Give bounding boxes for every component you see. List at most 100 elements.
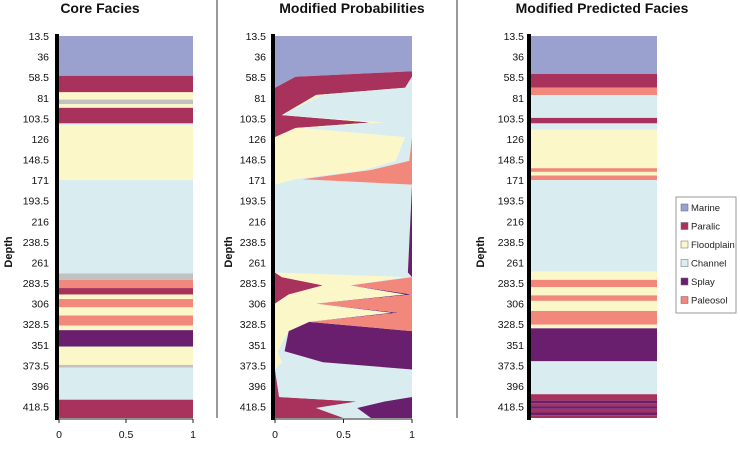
facies-band-pred-18 bbox=[531, 328, 657, 362]
y-tick-label-prob-2: 58.5 bbox=[246, 72, 267, 84]
y-tick-label-prob-16: 373.5 bbox=[240, 360, 266, 372]
y-tick-label-core-3: 81 bbox=[37, 93, 49, 105]
y-tick-label-pred-0: 13.5 bbox=[504, 31, 525, 43]
facies-band-pred-9 bbox=[531, 175, 657, 181]
x-tick-label-prob-0: 0 bbox=[272, 429, 278, 441]
facies-band-core-18 bbox=[59, 346, 193, 365]
facies-band-core-20 bbox=[59, 367, 193, 400]
y-tick-label-core-8: 193.5 bbox=[23, 196, 49, 208]
x-tick-label-core-2: 1 bbox=[190, 429, 196, 441]
y-tick-label-core-10: 238.5 bbox=[23, 237, 49, 249]
y-tick-label-core-13: 306 bbox=[31, 299, 49, 311]
y-tick-label-core-16: 373.5 bbox=[23, 360, 49, 372]
y-tick-label-prob-1: 36 bbox=[254, 52, 266, 64]
y-tick-label-pred-14: 328.5 bbox=[498, 319, 524, 331]
y-tick-label-core-6: 148.5 bbox=[23, 155, 49, 167]
legend-swatch-channel bbox=[680, 259, 689, 267]
facies-band-pred-21 bbox=[531, 400, 657, 404]
facies-band-core-14 bbox=[59, 307, 193, 316]
facies-band-pred-20 bbox=[531, 394, 657, 401]
x-tick-label-core-1: 0.5 bbox=[119, 429, 134, 441]
prob-area-paleosol bbox=[302, 36, 412, 418]
facies-band-pred-16 bbox=[531, 310, 657, 325]
y-tick-label-pred-5: 126 bbox=[506, 134, 524, 146]
y-tick-label-pred-13: 306 bbox=[506, 299, 524, 311]
y-tick-label-core-4: 103.5 bbox=[23, 113, 49, 125]
prob-area-marine bbox=[275, 36, 412, 418]
y-tick-label-pred-12: 283.5 bbox=[498, 278, 524, 290]
y-tick-label-prob-6: 148.5 bbox=[240, 155, 266, 167]
facies-band-core-21 bbox=[59, 399, 193, 418]
y-tick-label-core-2: 58.5 bbox=[29, 72, 50, 84]
legend-swatch-paleosol bbox=[680, 296, 689, 304]
y-tick-label-core-9: 216 bbox=[31, 216, 49, 228]
y-tick-label-core-15: 351 bbox=[31, 340, 49, 352]
panel-title-core-facies: Core Facies bbox=[60, 0, 140, 16]
facies-band-pred-5 bbox=[531, 123, 657, 130]
y-tick-label-prob-17: 396 bbox=[248, 381, 266, 393]
y-tick-label-core-17: 396 bbox=[31, 381, 49, 393]
facies-band-core-5 bbox=[59, 107, 193, 124]
facies-band-core-13 bbox=[59, 299, 193, 308]
y-tick-label-prob-15: 351 bbox=[248, 340, 266, 352]
y-tick-label-prob-18: 418.5 bbox=[240, 402, 266, 414]
prob-area-channel bbox=[275, 36, 412, 418]
y-tick-label-prob-0: 13.5 bbox=[246, 31, 267, 43]
facies-band-core-15 bbox=[59, 315, 193, 326]
facies-band-pred-11 bbox=[531, 271, 657, 280]
y-tick-label-prob-11: 261 bbox=[248, 257, 266, 269]
facies-band-pred-2 bbox=[531, 87, 657, 96]
y-tick-label-core-5: 126 bbox=[31, 134, 49, 146]
y-tick-label-pred-6: 148.5 bbox=[498, 155, 524, 167]
facies-band-core-19 bbox=[59, 364, 193, 368]
y-tick-label-pred-1: 36 bbox=[512, 52, 524, 64]
facies-band-pred-19 bbox=[531, 361, 657, 395]
y-tick-label-pred-4: 103.5 bbox=[498, 113, 524, 125]
legend-label-floodplain: Floodplain bbox=[691, 240, 735, 251]
legend-label-paleosol: Paleosol bbox=[691, 296, 727, 307]
facies-band-core-17 bbox=[59, 330, 193, 347]
legend-label-marine: Marine bbox=[691, 203, 720, 214]
x-tick-label-core-0: 0 bbox=[56, 429, 62, 441]
y-tick-label-pred-10: 238.5 bbox=[498, 237, 524, 249]
y-tick-label-core-12: 283.5 bbox=[23, 278, 49, 290]
prob-area-splay bbox=[284, 36, 412, 418]
facies-band-pred-22 bbox=[531, 403, 657, 407]
legend-swatch-marine bbox=[680, 203, 689, 212]
y-tick-label-pred-17: 396 bbox=[506, 381, 524, 393]
facies-band-core-3 bbox=[59, 99, 193, 105]
facies-band-pred-15 bbox=[531, 300, 657, 311]
y-tick-label-pred-8: 193.5 bbox=[498, 196, 524, 208]
y-tick-label-prob-14: 328.5 bbox=[240, 319, 266, 331]
y-tick-label-core-7: 171 bbox=[31, 175, 49, 187]
facies-band-core-11 bbox=[59, 288, 193, 295]
facies-band-core-10 bbox=[59, 279, 193, 289]
legend-box bbox=[675, 196, 737, 314]
facies-band-pred-10 bbox=[531, 180, 657, 272]
facies-band-pred-13 bbox=[531, 287, 657, 296]
y-tick-label-pred-9: 216 bbox=[506, 216, 524, 228]
facies-band-pred-0 bbox=[531, 36, 657, 74]
facies-band-core-6 bbox=[59, 123, 193, 126]
facies-band-pred-25 bbox=[531, 412, 657, 416]
facies-band-core-9 bbox=[59, 273, 193, 280]
facies-band-pred-26 bbox=[531, 415, 657, 418]
y-tick-label-prob-8: 193.5 bbox=[240, 196, 266, 208]
prob-area-floodplain bbox=[275, 36, 412, 418]
y-tick-label-prob-5: 126 bbox=[248, 134, 266, 146]
facies-band-pred-14 bbox=[531, 295, 657, 301]
y-tick-label-pred-11: 261 bbox=[506, 257, 524, 269]
facies-band-pred-3 bbox=[531, 95, 657, 118]
y-tick-label-core-0: 13.5 bbox=[29, 31, 50, 43]
facies-band-core-0 bbox=[59, 36, 193, 76]
facies-band-pred-4 bbox=[531, 117, 657, 124]
facies-band-pred-6 bbox=[531, 129, 657, 169]
panel-title-modified-predicted-facies: Modified Predicted Facies bbox=[516, 0, 689, 16]
y-tick-label-core-1: 36 bbox=[37, 52, 49, 64]
legend-swatch-paralic bbox=[680, 222, 689, 230]
facies-band-core-4 bbox=[59, 104, 193, 108]
x-tick-label-prob-2: 1 bbox=[409, 429, 415, 441]
y-tick-label-prob-13: 306 bbox=[248, 299, 266, 311]
